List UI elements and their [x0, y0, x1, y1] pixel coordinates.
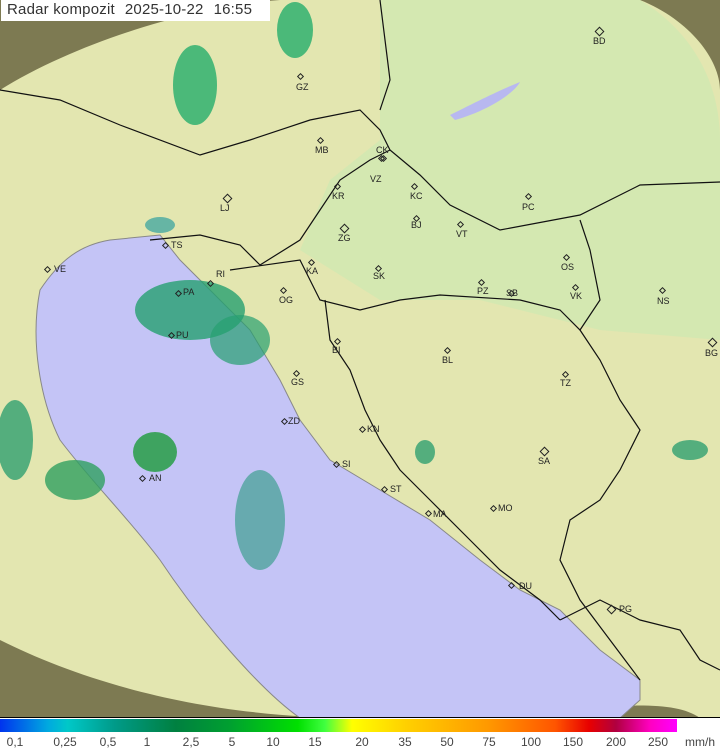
city-label: KN [367, 424, 380, 434]
echo-cell [173, 45, 217, 125]
lowland-area [300, 0, 720, 340]
city-label: PU [176, 330, 189, 340]
title-date: 2025-10-22 [124, 1, 204, 18]
legend-unit: mm/h [685, 735, 715, 749]
city-label: VK [570, 291, 583, 301]
legend-value: 5 [228, 735, 236, 749]
echo-cell [45, 460, 105, 500]
echo-cell [277, 2, 313, 58]
city-label: OG [279, 295, 294, 305]
radar-map [0, 0, 720, 718]
city-label: BL [442, 355, 454, 365]
city-label: PA [183, 287, 195, 297]
legend-value: 200 [605, 735, 627, 749]
adriatic-sea [35, 234, 641, 718]
city-label: VZ [370, 174, 382, 184]
city-label: KR [332, 191, 345, 201]
city-label: VE [54, 264, 67, 274]
lake-balaton [450, 82, 520, 120]
city-label: SK [373, 271, 386, 281]
city-label: ZD [288, 416, 300, 426]
title-bar: Radar kompozit 2025-10-22 16:55 [1, 0, 271, 21]
city-label: GZ [296, 82, 309, 92]
legend-value: 2,5 [182, 735, 200, 749]
echo-cell [415, 440, 435, 464]
title-time: 16:55 [213, 1, 253, 18]
echo-cell [672, 440, 708, 460]
legend-value: 0,1 [6, 735, 24, 749]
echo-cell [210, 315, 270, 365]
city-label: SA [538, 456, 551, 466]
city-label: BJ [411, 220, 422, 230]
city-label: ZG [338, 233, 351, 243]
city-label: CK [376, 145, 389, 155]
legend-value: 10 [266, 735, 280, 749]
city-label: RI [216, 269, 225, 279]
city-label: ST [390, 484, 402, 494]
legend-value: 0,25 [53, 735, 77, 749]
legend-value: 250 [647, 735, 669, 749]
city-label: SI [342, 459, 351, 469]
legend-value: 20 [355, 735, 369, 749]
echo-cell [133, 432, 177, 472]
city-label: KA [306, 266, 319, 276]
legend-labels: 0,1 0,25 0,5 1 2,5 5 10 15 20 35 50 75 100 150 200 250 m… [0, 735, 720, 751]
city-label: GS [291, 377, 305, 387]
city-label: BG [705, 348, 719, 358]
city-label: BI [332, 345, 341, 355]
city-label: TZ [560, 378, 571, 388]
legend-value: 150 [562, 735, 584, 749]
radar-echoes [0, 2, 708, 570]
city-label: OS [561, 262, 575, 272]
city-label: TS [171, 240, 183, 250]
echo-cell [0, 400, 33, 480]
city-label: MB [315, 145, 329, 155]
city-label: MO [498, 503, 513, 513]
city-label: PC [522, 202, 535, 212]
city-label: VT [456, 229, 468, 239]
legend-value: 15 [308, 735, 322, 749]
city-label: NS [657, 296, 670, 306]
city-label: PG [619, 604, 633, 614]
echo-cell [235, 470, 285, 570]
city-label: AN [149, 473, 162, 483]
city-label: DU [519, 581, 532, 591]
legend-value: 0,5 [99, 735, 117, 749]
borders [0, 0, 720, 681]
city-label: LJ [220, 203, 230, 213]
city-label: PZ [477, 286, 489, 296]
legend-colorbar [0, 719, 677, 732]
city-label: BD [593, 36, 606, 46]
echo-cell [145, 217, 175, 233]
legend-value: 100 [520, 735, 542, 749]
city-label: KC [410, 191, 423, 201]
legend-value: 75 [482, 735, 496, 749]
legend-value: 50 [440, 735, 454, 749]
city-label: MA [433, 509, 447, 519]
city-label: SB [506, 288, 519, 298]
legend-value: 35 [398, 735, 412, 749]
legend-value: 1 [143, 735, 151, 749]
title-text: Radar kompozit [7, 1, 115, 18]
